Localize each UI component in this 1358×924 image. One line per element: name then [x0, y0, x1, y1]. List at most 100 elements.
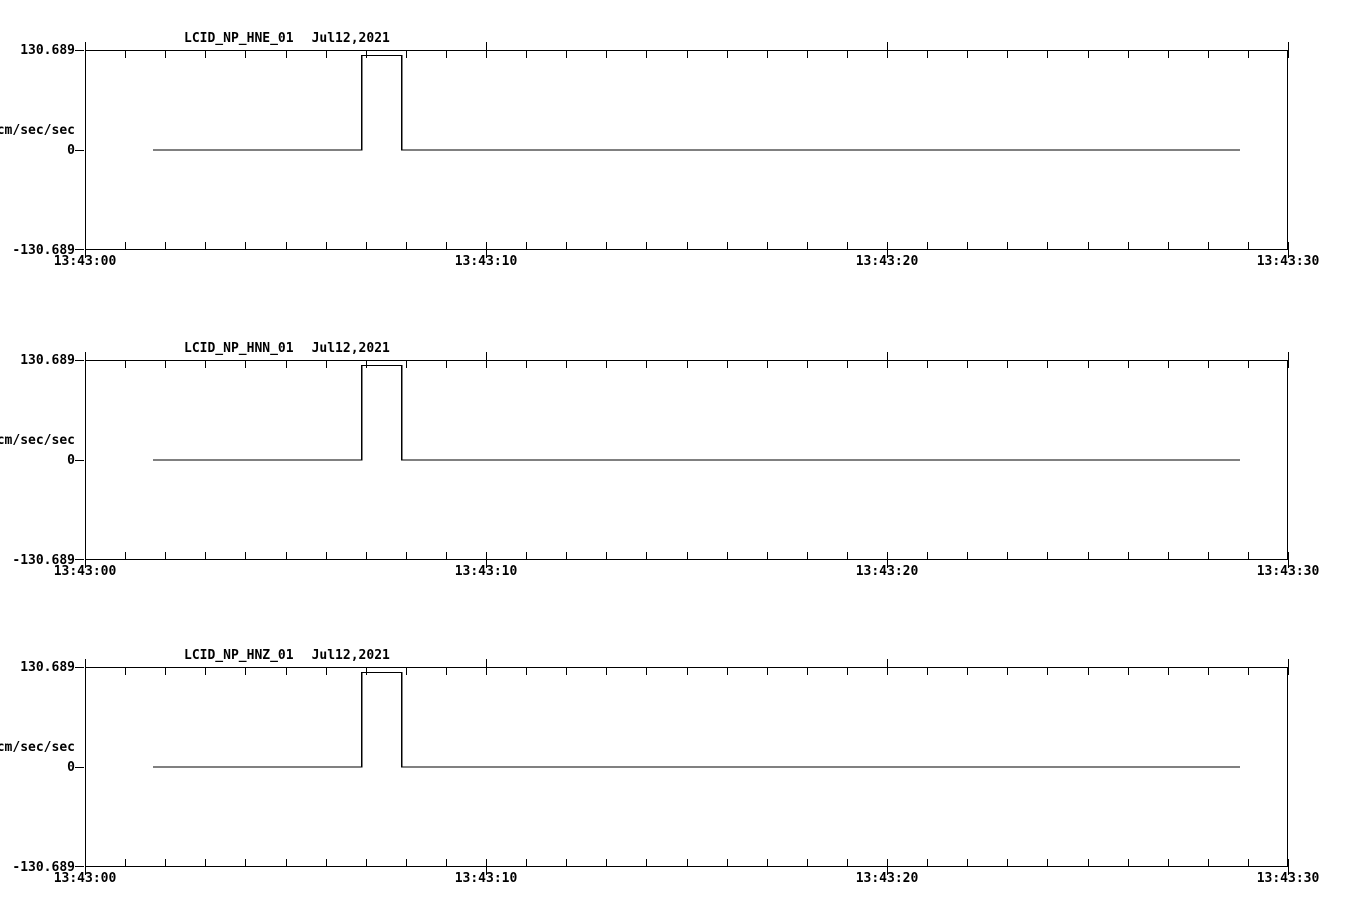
- x-axis-major-tick: [486, 552, 487, 568]
- x-axis-minor-tick: [767, 552, 768, 559]
- axis-frame-line: [1287, 50, 1288, 250]
- x-axis-minor-tick: [1047, 361, 1048, 368]
- x-axis-tick-label: 13:43:30: [1256, 254, 1320, 269]
- x-axis-minor-tick: [366, 859, 367, 866]
- x-axis-minor-tick: [1128, 242, 1129, 249]
- y-axis-labels: 130.689 cm/sec/sec 0 -130.689: [0, 661, 75, 874]
- x-axis-minor-tick: [1168, 552, 1169, 559]
- x-axis-minor-tick: [646, 361, 647, 368]
- x-axis-minor-tick: [286, 51, 287, 58]
- x-axis-minor-tick: [646, 668, 647, 675]
- x-axis-minor-tick: [165, 859, 166, 866]
- y-axis-min-label: -130.689: [12, 860, 75, 875]
- y-axis-tick: [75, 767, 84, 768]
- station-code: LCID_NP_HNN_01: [184, 341, 294, 356]
- x-axis-tick-label: 13:43:30: [1256, 564, 1320, 579]
- x-axis-minor-tick: [1248, 51, 1249, 58]
- x-axis-minor-tick: [205, 242, 206, 249]
- x-axis-minor-tick: [125, 668, 126, 675]
- x-axis-minor-tick: [165, 361, 166, 368]
- x-axis-minor-tick: [205, 51, 206, 58]
- axis-frame-line: [85, 559, 1288, 560]
- x-axis-minor-tick: [807, 361, 808, 368]
- x-axis-major-tick: [85, 352, 86, 368]
- record-date: Jul12,2021: [311, 648, 390, 663]
- x-axis-major-tick: [85, 659, 86, 675]
- x-axis-minor-tick: [326, 552, 327, 559]
- x-axis-minor-tick: [807, 668, 808, 675]
- x-axis-minor-tick: [727, 668, 728, 675]
- y-axis-max-label: 130.689: [20, 353, 75, 368]
- waveform-trace: [153, 54, 1240, 151]
- x-axis-minor-tick: [1047, 242, 1048, 249]
- x-axis-minor-tick: [406, 242, 407, 249]
- x-axis-minor-tick: [326, 51, 327, 58]
- y-axis-tick: [75, 150, 84, 151]
- x-axis-minor-tick: [967, 668, 968, 675]
- axis-frame-line: [85, 667, 1288, 668]
- x-axis-minor-tick: [1047, 668, 1048, 675]
- y-axis-labels: 130.689 cm/sec/sec 0 -130.689: [0, 354, 75, 567]
- x-axis-minor-tick: [767, 668, 768, 675]
- x-axis-minor-tick: [566, 242, 567, 249]
- x-axis-major-tick: [486, 42, 487, 58]
- x-axis-minor-tick: [446, 668, 447, 675]
- x-axis-minor-tick: [446, 859, 447, 866]
- x-axis-major-tick: [85, 42, 86, 58]
- y-axis-zero-label: 0: [67, 760, 75, 775]
- x-axis-minor-tick: [1248, 859, 1249, 866]
- x-axis-minor-tick: [727, 859, 728, 866]
- x-axis-minor-tick: [1168, 242, 1169, 249]
- x-axis-minor-tick: [205, 361, 206, 368]
- record-date: Jul12,2021: [311, 31, 390, 46]
- x-axis-minor-tick: [727, 242, 728, 249]
- x-axis-major-tick: [1288, 352, 1289, 368]
- x-axis-minor-tick: [1047, 859, 1048, 866]
- x-axis-minor-tick: [807, 242, 808, 249]
- seismogram-panel: LCID_NP_HNZ_01 Jul12,2021 130.689 cm/sec/se…: [0, 617, 1358, 903]
- x-axis-minor-tick: [165, 51, 166, 58]
- x-axis-minor-tick: [1168, 859, 1169, 866]
- x-axis-minor-tick: [1088, 51, 1089, 58]
- waveform-trace: [153, 671, 1240, 768]
- x-axis-minor-tick: [687, 361, 688, 368]
- x-axis-major-tick: [486, 242, 487, 258]
- x-axis-minor-tick: [326, 668, 327, 675]
- x-axis-major-tick: [85, 552, 86, 568]
- y-axis-labels: 130.689 cm/sec/sec 0 -130.689: [0, 44, 75, 257]
- x-axis-major-tick: [887, 352, 888, 368]
- x-axis-minor-tick: [165, 242, 166, 249]
- x-axis-tick-label: 13:43:00: [53, 564, 117, 579]
- x-axis-minor-tick: [1208, 361, 1209, 368]
- x-axis-minor-tick: [1007, 552, 1008, 559]
- axis-frame-line: [85, 50, 86, 250]
- x-axis-minor-tick: [606, 668, 607, 675]
- y-axis-tick: [75, 559, 84, 560]
- x-axis-minor-tick: [646, 51, 647, 58]
- x-axis-minor-tick: [1007, 51, 1008, 58]
- x-axis-minor-tick: [1088, 242, 1089, 249]
- axis-frame-line: [85, 866, 1288, 867]
- x-axis-minor-tick: [1248, 361, 1249, 368]
- x-axis-minor-tick: [245, 51, 246, 58]
- x-axis-minor-tick: [326, 859, 327, 866]
- x-axis-minor-tick: [967, 51, 968, 58]
- station-code: LCID_NP_HNE_01: [184, 31, 294, 46]
- x-axis-minor-tick: [286, 668, 287, 675]
- x-axis-minor-tick: [406, 668, 407, 675]
- x-axis-tick-label: 13:43:20: [855, 254, 919, 269]
- seismogram-panel: LCID_NP_HNE_01 Jul12,2021 130.689 cm/sec/se…: [0, 0, 1358, 286]
- x-axis-minor-tick: [687, 552, 688, 559]
- x-axis-minor-tick: [606, 242, 607, 249]
- x-axis-tick-label: 13:43:30: [1256, 871, 1320, 886]
- x-axis-minor-tick: [1208, 51, 1209, 58]
- x-axis-tick-label: 13:43:10: [454, 254, 518, 269]
- x-axis-minor-tick: [566, 859, 567, 866]
- y-axis-max-label: 130.689: [20, 43, 75, 58]
- x-axis-tick-label: 13:43:00: [53, 254, 117, 269]
- x-axis-minor-tick: [687, 242, 688, 249]
- x-axis-minor-tick: [446, 51, 447, 58]
- x-axis-minor-tick: [406, 51, 407, 58]
- x-axis-minor-tick: [566, 552, 567, 559]
- x-axis-minor-tick: [847, 552, 848, 559]
